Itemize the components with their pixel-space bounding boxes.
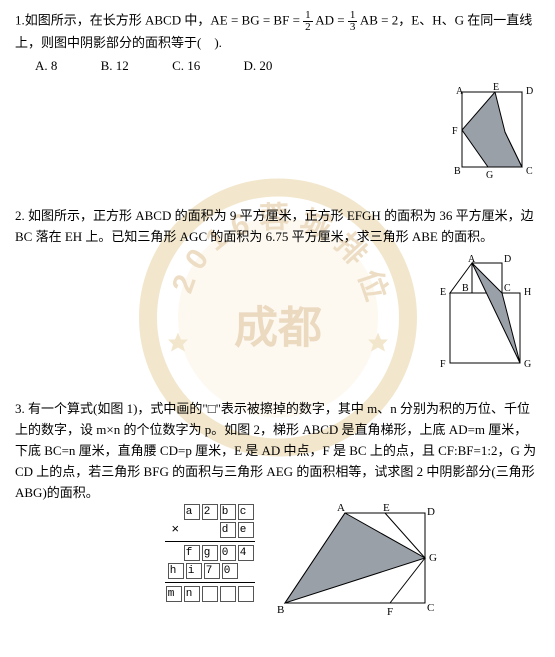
problem-3: 3. 有一个算式(如图 1)，式中画的"□"表示被擦掉的数字，其中 m、n 分别… [15,399,540,627]
label-b: B [454,166,461,177]
label-g: G [486,170,493,181]
label-d: D [504,255,511,265]
label-b: B [277,604,284,616]
option-a: A. 8 [35,58,57,74]
label-b: B [462,283,469,294]
label-a: A [468,255,476,265]
option-c: C. 16 [172,58,200,74]
label-h: H [524,287,531,298]
multiplication-grid: a2bc × de fg04 hi70 mn [165,503,255,603]
fraction-1: 12 [303,10,313,33]
label-g: G [524,359,531,370]
problem-1-figure: A E D F B G C [15,82,540,186]
text: AB = 2，E、H、G 在同一直线 [360,12,532,27]
label-f: F [440,359,446,370]
problem-2-stem: 2. 如图所示，正方形 ABCD 的面积为 9 平方厘米，正方形 EFGH 的面… [15,206,540,248]
label-f: F [387,606,393,618]
problem-2: 2. 如图所示，正方形 ABCD 的面积为 9 平方厘米，正方形 EFGH 的面… [15,206,540,380]
text: AD = [315,12,344,27]
label-g: G [429,552,437,564]
label-c: C [504,283,511,294]
text: 上，则图中阴影部分的面积等于( ). [15,35,222,50]
problem-2-figure: A D B C E H F G [15,255,540,379]
label-c: C [427,602,434,614]
label-d: D [526,86,533,97]
label-c: C [526,166,533,177]
label-e: E [383,503,390,514]
option-d: D. 20 [243,58,272,74]
problem-1: 1.如图所示，在长方形 ABCD 中，AE = BG = BF = 12 AD … [15,10,540,186]
problem-1-options: A. 8 B. 12 C. 16 D. 20 [15,58,540,74]
problem-1-stem: 1.如图所示，在长方形 ABCD 中，AE = BG = BF = 12 AD … [15,10,540,54]
label-a: A [456,86,464,97]
multiply-sign: × [171,522,185,537]
label-f: F [452,126,458,137]
problem-3-figure: A E D G B F C [275,503,445,627]
label-a: A [337,503,345,514]
option-b: B. 12 [101,58,129,74]
label-e: E [493,82,499,93]
text: 1.如图所示，在长方形 ABCD 中，AE = BG = BF = [15,12,300,27]
label-e: E [440,287,446,298]
fraction-2: 13 [348,10,358,33]
problem-3-stem: 3. 有一个算式(如图 1)，式中画的"□"表示被擦掉的数字，其中 m、n 分别… [15,399,540,503]
label-d: D [427,506,435,518]
